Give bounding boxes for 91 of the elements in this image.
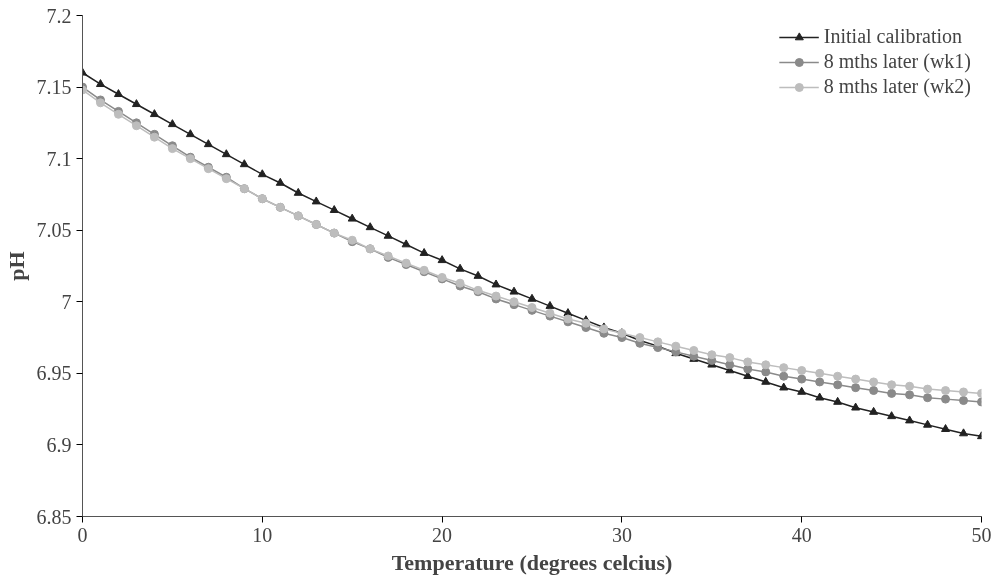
point — [725, 353, 735, 363]
point — [833, 396, 843, 405]
point — [851, 374, 861, 384]
point — [527, 293, 537, 302]
point — [257, 169, 267, 178]
point — [851, 402, 861, 411]
legend-label: 8 mths later (wk1) — [823, 50, 971, 73]
point — [365, 222, 375, 231]
legend-label: 8 mths later (wk2) — [823, 75, 971, 98]
y-tick-label: 7.1 — [46, 147, 72, 170]
y-tick-label: 7.2 — [46, 4, 72, 27]
x-tick-label: 20 — [432, 523, 453, 546]
point — [725, 360, 735, 370]
point — [743, 371, 753, 380]
point — [959, 387, 969, 397]
point — [887, 388, 897, 398]
x-tick-label: 40 — [791, 523, 812, 546]
point — [221, 149, 231, 158]
point — [779, 382, 789, 391]
point — [167, 119, 177, 128]
x-tick-label: 10 — [252, 523, 273, 546]
point — [689, 345, 699, 355]
point — [707, 350, 717, 360]
point — [653, 337, 663, 347]
point — [491, 279, 501, 288]
point — [815, 392, 825, 401]
point — [815, 368, 825, 378]
point — [797, 366, 807, 375]
x-tick-label: 50 — [971, 523, 992, 546]
point — [761, 360, 771, 370]
point — [311, 196, 321, 205]
point — [275, 177, 285, 186]
point — [185, 129, 195, 138]
point — [149, 109, 159, 118]
point — [113, 89, 123, 98]
point — [905, 381, 915, 391]
point — [203, 139, 213, 148]
point — [815, 377, 825, 387]
point — [131, 99, 141, 108]
point — [905, 390, 915, 400]
point — [779, 371, 789, 381]
point — [923, 393, 933, 403]
y-tick-label: 7.15 — [36, 76, 72, 99]
point — [95, 79, 105, 88]
point — [941, 394, 951, 404]
x-tick-label: 0 — [77, 523, 88, 546]
point — [401, 239, 411, 248]
point — [887, 411, 897, 420]
legend-label: Initial calibration — [823, 25, 963, 48]
y-tick-label: 6.85 — [36, 505, 72, 528]
y-tick-label: 6.9 — [46, 433, 72, 456]
point — [383, 230, 393, 239]
x-tick-label: 30 — [611, 523, 632, 546]
point — [869, 386, 879, 396]
point — [419, 248, 429, 256]
point — [743, 357, 753, 367]
y-tick-label: 7.05 — [36, 219, 72, 242]
point — [797, 374, 807, 384]
point — [833, 380, 843, 390]
y-tick-label: 7 — [61, 290, 72, 313]
point — [959, 396, 969, 406]
point — [941, 424, 951, 432]
point — [761, 367, 771, 377]
point — [329, 205, 339, 213]
point — [779, 363, 789, 373]
point — [959, 428, 969, 437]
point — [905, 415, 915, 424]
point — [941, 386, 951, 396]
point — [887, 380, 897, 390]
y-tick-label: 6.95 — [36, 362, 72, 385]
point — [869, 406, 879, 415]
point — [437, 255, 447, 264]
point — [833, 371, 843, 381]
x-axis-title: Temperature (degrees celcius) — [391, 549, 673, 575]
point — [473, 270, 483, 279]
point — [455, 263, 465, 272]
y-axis-title: pH — [3, 251, 29, 281]
point — [293, 187, 303, 196]
point — [923, 384, 933, 394]
point — [923, 419, 933, 428]
point — [509, 286, 519, 295]
point — [869, 377, 879, 387]
point — [797, 386, 807, 395]
point — [671, 341, 681, 351]
point — [347, 213, 357, 222]
point — [239, 159, 249, 168]
point — [761, 376, 771, 385]
point — [545, 300, 555, 309]
point — [581, 318, 591, 328]
point — [743, 364, 753, 374]
point — [851, 383, 861, 393]
